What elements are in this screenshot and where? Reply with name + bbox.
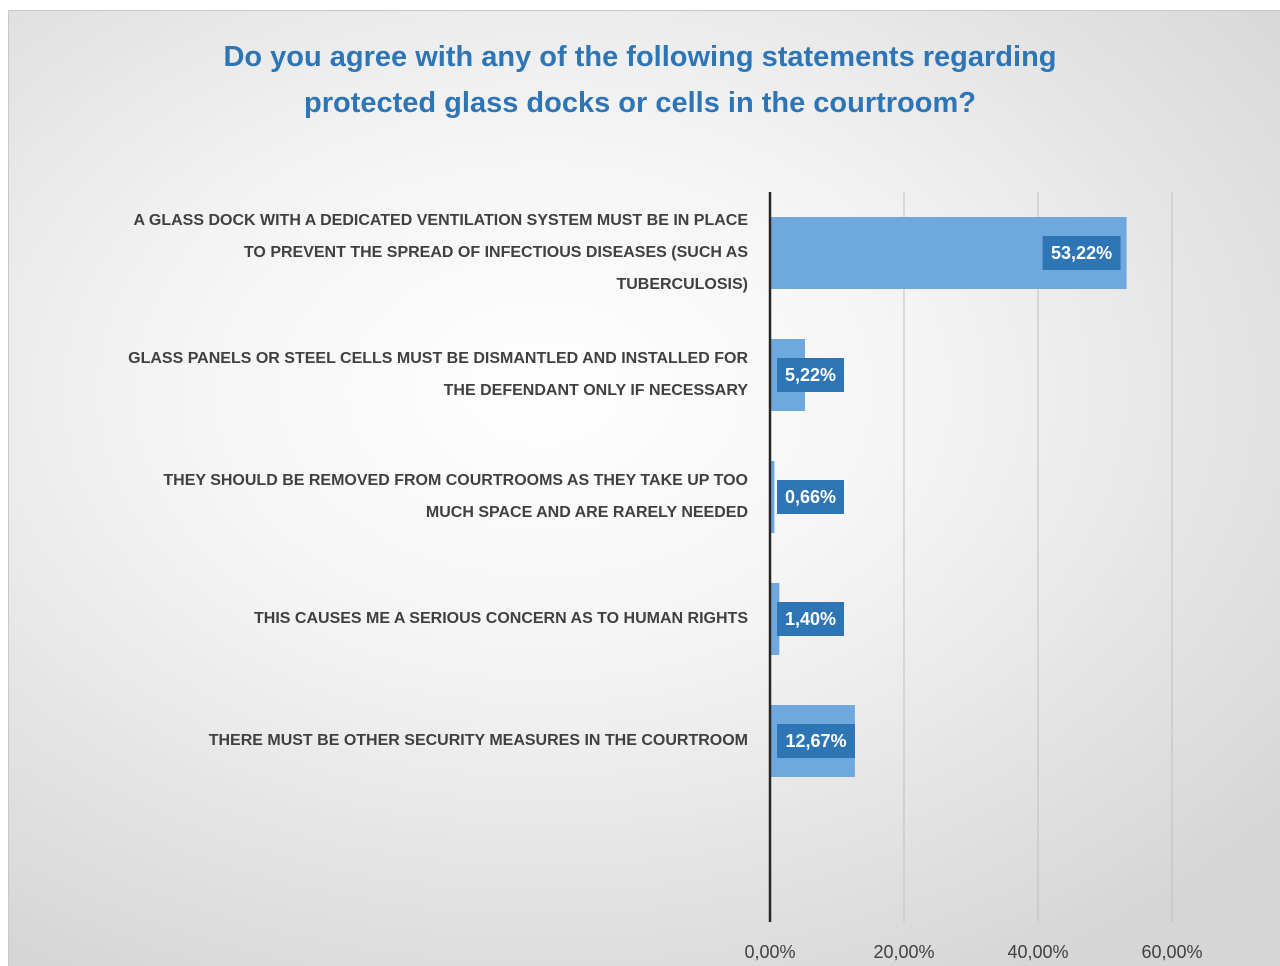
value-label-box [777, 480, 844, 514]
value-label-box [777, 724, 855, 758]
value-label-box [777, 602, 844, 636]
value-label-box [777, 358, 844, 392]
x-tick-label: 0,00% [744, 942, 795, 962]
category-label: THIS CAUSES ME A SERIOUS CONCERN AS TO H… [254, 610, 748, 627]
category-label: THEY SHOULD BE REMOVED FROM COURTROOMS A… [163, 472, 748, 521]
category-label: THERE MUST BE OTHER SECURITY MEASURES IN… [208, 732, 748, 749]
x-tick-label: 60,00% [1141, 942, 1202, 962]
bar [770, 461, 775, 533]
x-tick-label: 40,00% [1007, 942, 1068, 962]
value-label: 53,22% [1051, 243, 1112, 263]
value-label: 5,22% [785, 365, 836, 385]
bar [770, 583, 780, 655]
category-label: A GLASS DOCK WITH A DEDICATED VENTILATIO… [133, 212, 748, 293]
value-label: 1,40% [785, 609, 836, 629]
chart-area [8, 10, 1280, 966]
value-label-box [1042, 236, 1121, 270]
chart-title: Do you agree with any of the following s… [223, 41, 1057, 119]
value-label: 0,66% [785, 487, 836, 507]
value-label: 12,67% [785, 731, 846, 751]
category-label: GLASS PANELS OR STEEL CELLS MUST BE DISM… [128, 350, 748, 399]
x-tick-label: 20,00% [873, 942, 934, 962]
